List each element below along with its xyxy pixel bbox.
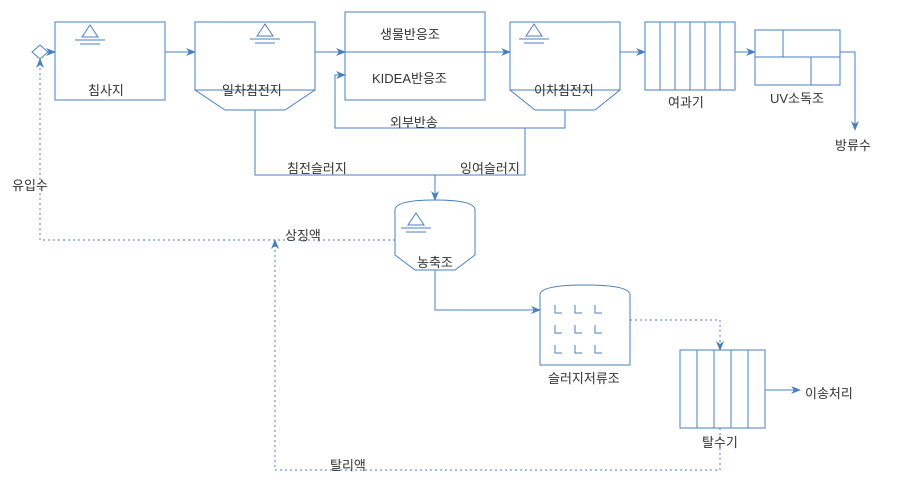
edge-external-return (335, 75, 565, 128)
label-thickener: 농축조 (417, 252, 453, 271)
label-kidea: KIDEA반응조 (372, 68, 447, 87)
flow-diagram-canvas (0, 0, 909, 503)
label-uv: UV소독조 (770, 88, 824, 107)
label-dewater: 탈수기 (702, 432, 738, 451)
label-bio: 생물반응조 (380, 24, 440, 43)
edge-uv-effluent (840, 52, 855, 130)
label-primary: 일차침전지 (222, 80, 282, 99)
node-storage (540, 285, 630, 365)
label-storage: 슬러지저류조 (548, 368, 620, 387)
edge-filtrate (275, 240, 720, 470)
label-transfer: 이송처리 (805, 383, 853, 402)
label-influent: 유입수 (12, 175, 48, 194)
label-excess-sludge: 잉여슬러지 (460, 158, 520, 177)
junction-influent (32, 45, 48, 59)
label-external-return: 외부반송 (390, 112, 438, 131)
edge-thickener-storage (435, 270, 540, 310)
label-settled-sludge: 침전슬러지 (287, 158, 347, 177)
edge-storage-dewater (630, 320, 720, 350)
label-filter: 여과기 (668, 92, 704, 111)
label-filtrate: 탈리액 (330, 455, 366, 474)
edge-supernatant (40, 190, 395, 240)
node-filter (645, 22, 735, 90)
node-uv (755, 30, 840, 85)
label-effluent: 방류수 (835, 135, 871, 154)
label-grit: 침사지 (88, 80, 124, 99)
node-dewater (680, 350, 765, 428)
label-supernatant: 상징액 (285, 225, 321, 244)
label-secondary: 이차침전지 (534, 80, 594, 99)
